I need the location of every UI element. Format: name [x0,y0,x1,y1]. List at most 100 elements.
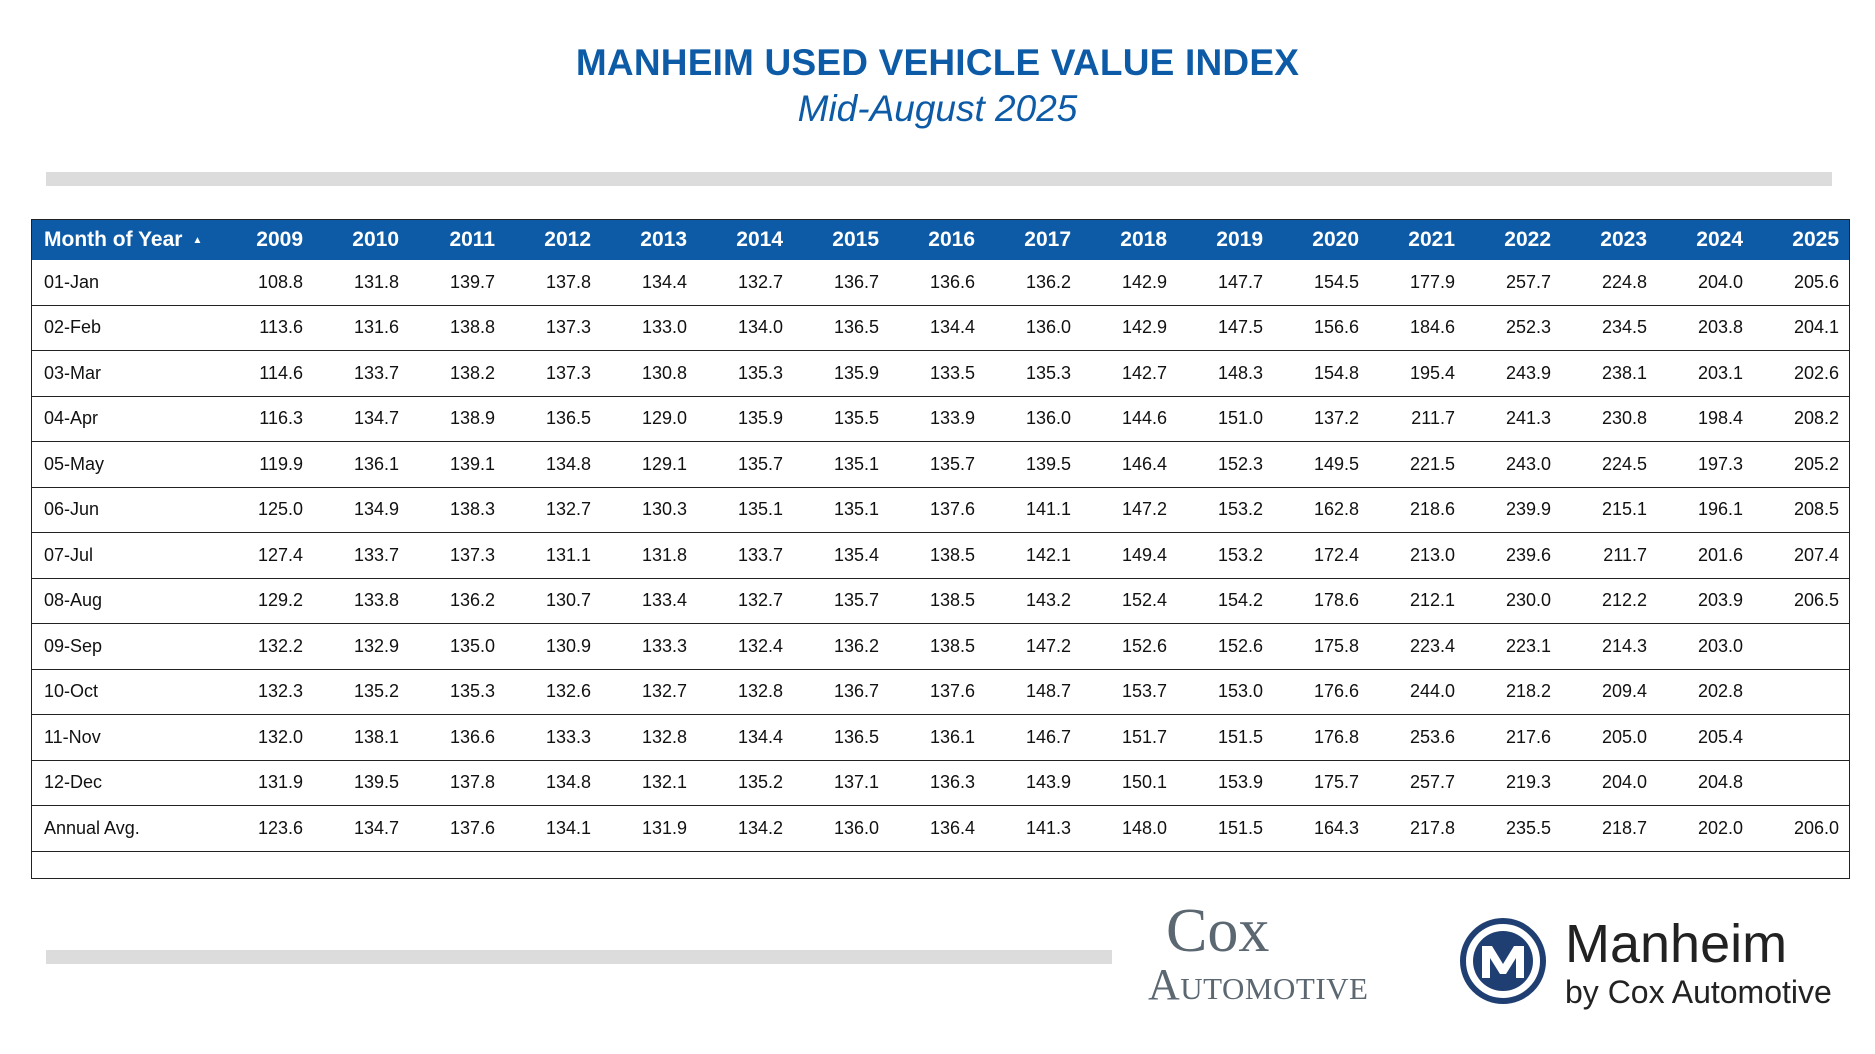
table-row: 01-Jan 108.8 131.8 139.7 137.8 134.4 132.7 136.… [32,260,1849,306]
column-header-label: 2020 [1312,228,1359,251]
table-cell: 230.0 [1465,578,1561,624]
column-header-label: 2009 [256,228,303,251]
table-cell: 131.1 [505,532,601,579]
table-cell: 203.8 [1657,305,1753,351]
table-cell: 133.9 [889,396,985,442]
table-cell: 146.4 [1081,441,1177,488]
table-cell: 136.7 [793,260,889,306]
table-cell: 136.6 [889,260,985,306]
table-cell: 132.8 [601,714,697,761]
table-cell: 133.3 [601,623,697,670]
table-cell: 134.0 [697,305,793,351]
column-header-label: Month of Year [44,228,183,251]
table-cell: 134.2 [697,805,793,852]
table-cell: 154.8 [1273,350,1369,397]
column-header-month[interactable]: Month of Year ▲ [32,220,217,260]
header-row: Month of Year ▲ 2009 2010 2011 2012 2013 2014 20… [32,220,1849,260]
table-cell: 224.8 [1561,260,1657,306]
table-cell: 175.8 [1273,623,1369,670]
table-cell: 212.2 [1561,578,1657,624]
table-cell: 135.9 [793,350,889,397]
table-cell: 153.0 [1177,669,1273,715]
sort-ascending-icon[interactable]: ▲ [192,234,203,246]
table-cell: 203.9 [1657,578,1753,624]
table-cell: 129.1 [601,441,697,488]
empty-row [32,851,1849,880]
column-header-label: 2022 [1504,228,1551,251]
table-cell: 127.4 [217,532,313,579]
column-header-label: 2023 [1600,228,1647,251]
table-cell [1753,714,1849,761]
column-header-label: 2015 [832,228,879,251]
table-cell: 219.3 [1465,760,1561,806]
table-cell: 138.5 [889,578,985,624]
table-cell: 234.5 [1561,305,1657,351]
manheim-m-icon [1460,918,1546,1004]
column-header-year: 2014 [697,220,793,260]
table-cell: 135.0 [409,623,505,670]
table-cell: 133.8 [313,578,409,624]
table-cell: 138.8 [409,305,505,351]
table-cell: 141.3 [985,805,1081,852]
table-cell: 135.4 [793,532,889,579]
column-header-year: 2012 [505,220,601,260]
table-row: 12-Dec 131.9 139.5 137.8 134.8 132.1 135.2 137.… [32,760,1849,806]
table-cell: 134.4 [601,260,697,306]
table-cell: 135.3 [409,669,505,715]
table-cell: 257.7 [1369,760,1465,806]
table-cell: 206.5 [1753,578,1849,624]
index-table-container: Month of Year ▲ 2009 2010 2011 2012 2013 2014 20… [31,219,1850,879]
table-cell: 135.1 [793,487,889,533]
empty-cell [32,851,1849,880]
table-cell [1753,760,1849,806]
table-cell: 138.3 [409,487,505,533]
column-header-label: 2014 [736,228,783,251]
table-cell: 223.1 [1465,623,1561,670]
table-cell: 151.5 [1177,714,1273,761]
table-cell: 211.7 [1369,396,1465,442]
row-label: 07-Jul [32,532,217,579]
table-cell: 178.6 [1273,578,1369,624]
column-header-label: 2021 [1408,228,1455,251]
row-label: 05-May [32,441,217,488]
column-header-year: 2010 [313,220,409,260]
table-cell: 132.7 [601,669,697,715]
table-cell: 239.9 [1465,487,1561,533]
table-cell: 135.7 [793,578,889,624]
table-cell: 133.7 [313,350,409,397]
table-cell: 142.9 [1081,305,1177,351]
row-label: 04-Apr [32,396,217,442]
table-cell: 137.8 [409,760,505,806]
table-cell: 218.7 [1561,805,1657,852]
table-row: Annual Avg. 123.6 134.7 137.6 134.1 131.9 134.… [32,805,1849,852]
table-cell: 133.7 [697,532,793,579]
column-header-label: 2017 [1024,228,1071,251]
table-cell: 136.2 [985,260,1081,306]
row-label: 11-Nov [32,714,217,761]
manheim-logo-text: Manheim by Cox Automotive [1565,915,1832,1009]
table-cell: 253.6 [1369,714,1465,761]
table-cell: 154.5 [1273,260,1369,306]
row-label: 03-Mar [32,350,217,397]
table-cell: 203.0 [1657,623,1753,670]
table-cell: 123.6 [217,805,313,852]
table-cell: 212.1 [1369,578,1465,624]
table-cell: 213.0 [1369,532,1465,579]
table-cell: 135.2 [313,669,409,715]
table-cell: 156.6 [1273,305,1369,351]
table-cell: 217.8 [1369,805,1465,852]
table-cell: 142.7 [1081,350,1177,397]
table-cell: 129.0 [601,396,697,442]
table-cell: 137.2 [1273,396,1369,442]
table-cell: 137.6 [889,669,985,715]
table-cell: 136.4 [889,805,985,852]
table-cell: 130.8 [601,350,697,397]
table-cell: 203.1 [1657,350,1753,397]
table-cell: 132.7 [505,487,601,533]
table-cell: 205.0 [1561,714,1657,761]
column-header-year: 2015 [793,220,889,260]
table-cell: 202.8 [1657,669,1753,715]
table-cell: 162.8 [1273,487,1369,533]
table-cell: 152.4 [1081,578,1177,624]
table-cell: 135.1 [793,441,889,488]
